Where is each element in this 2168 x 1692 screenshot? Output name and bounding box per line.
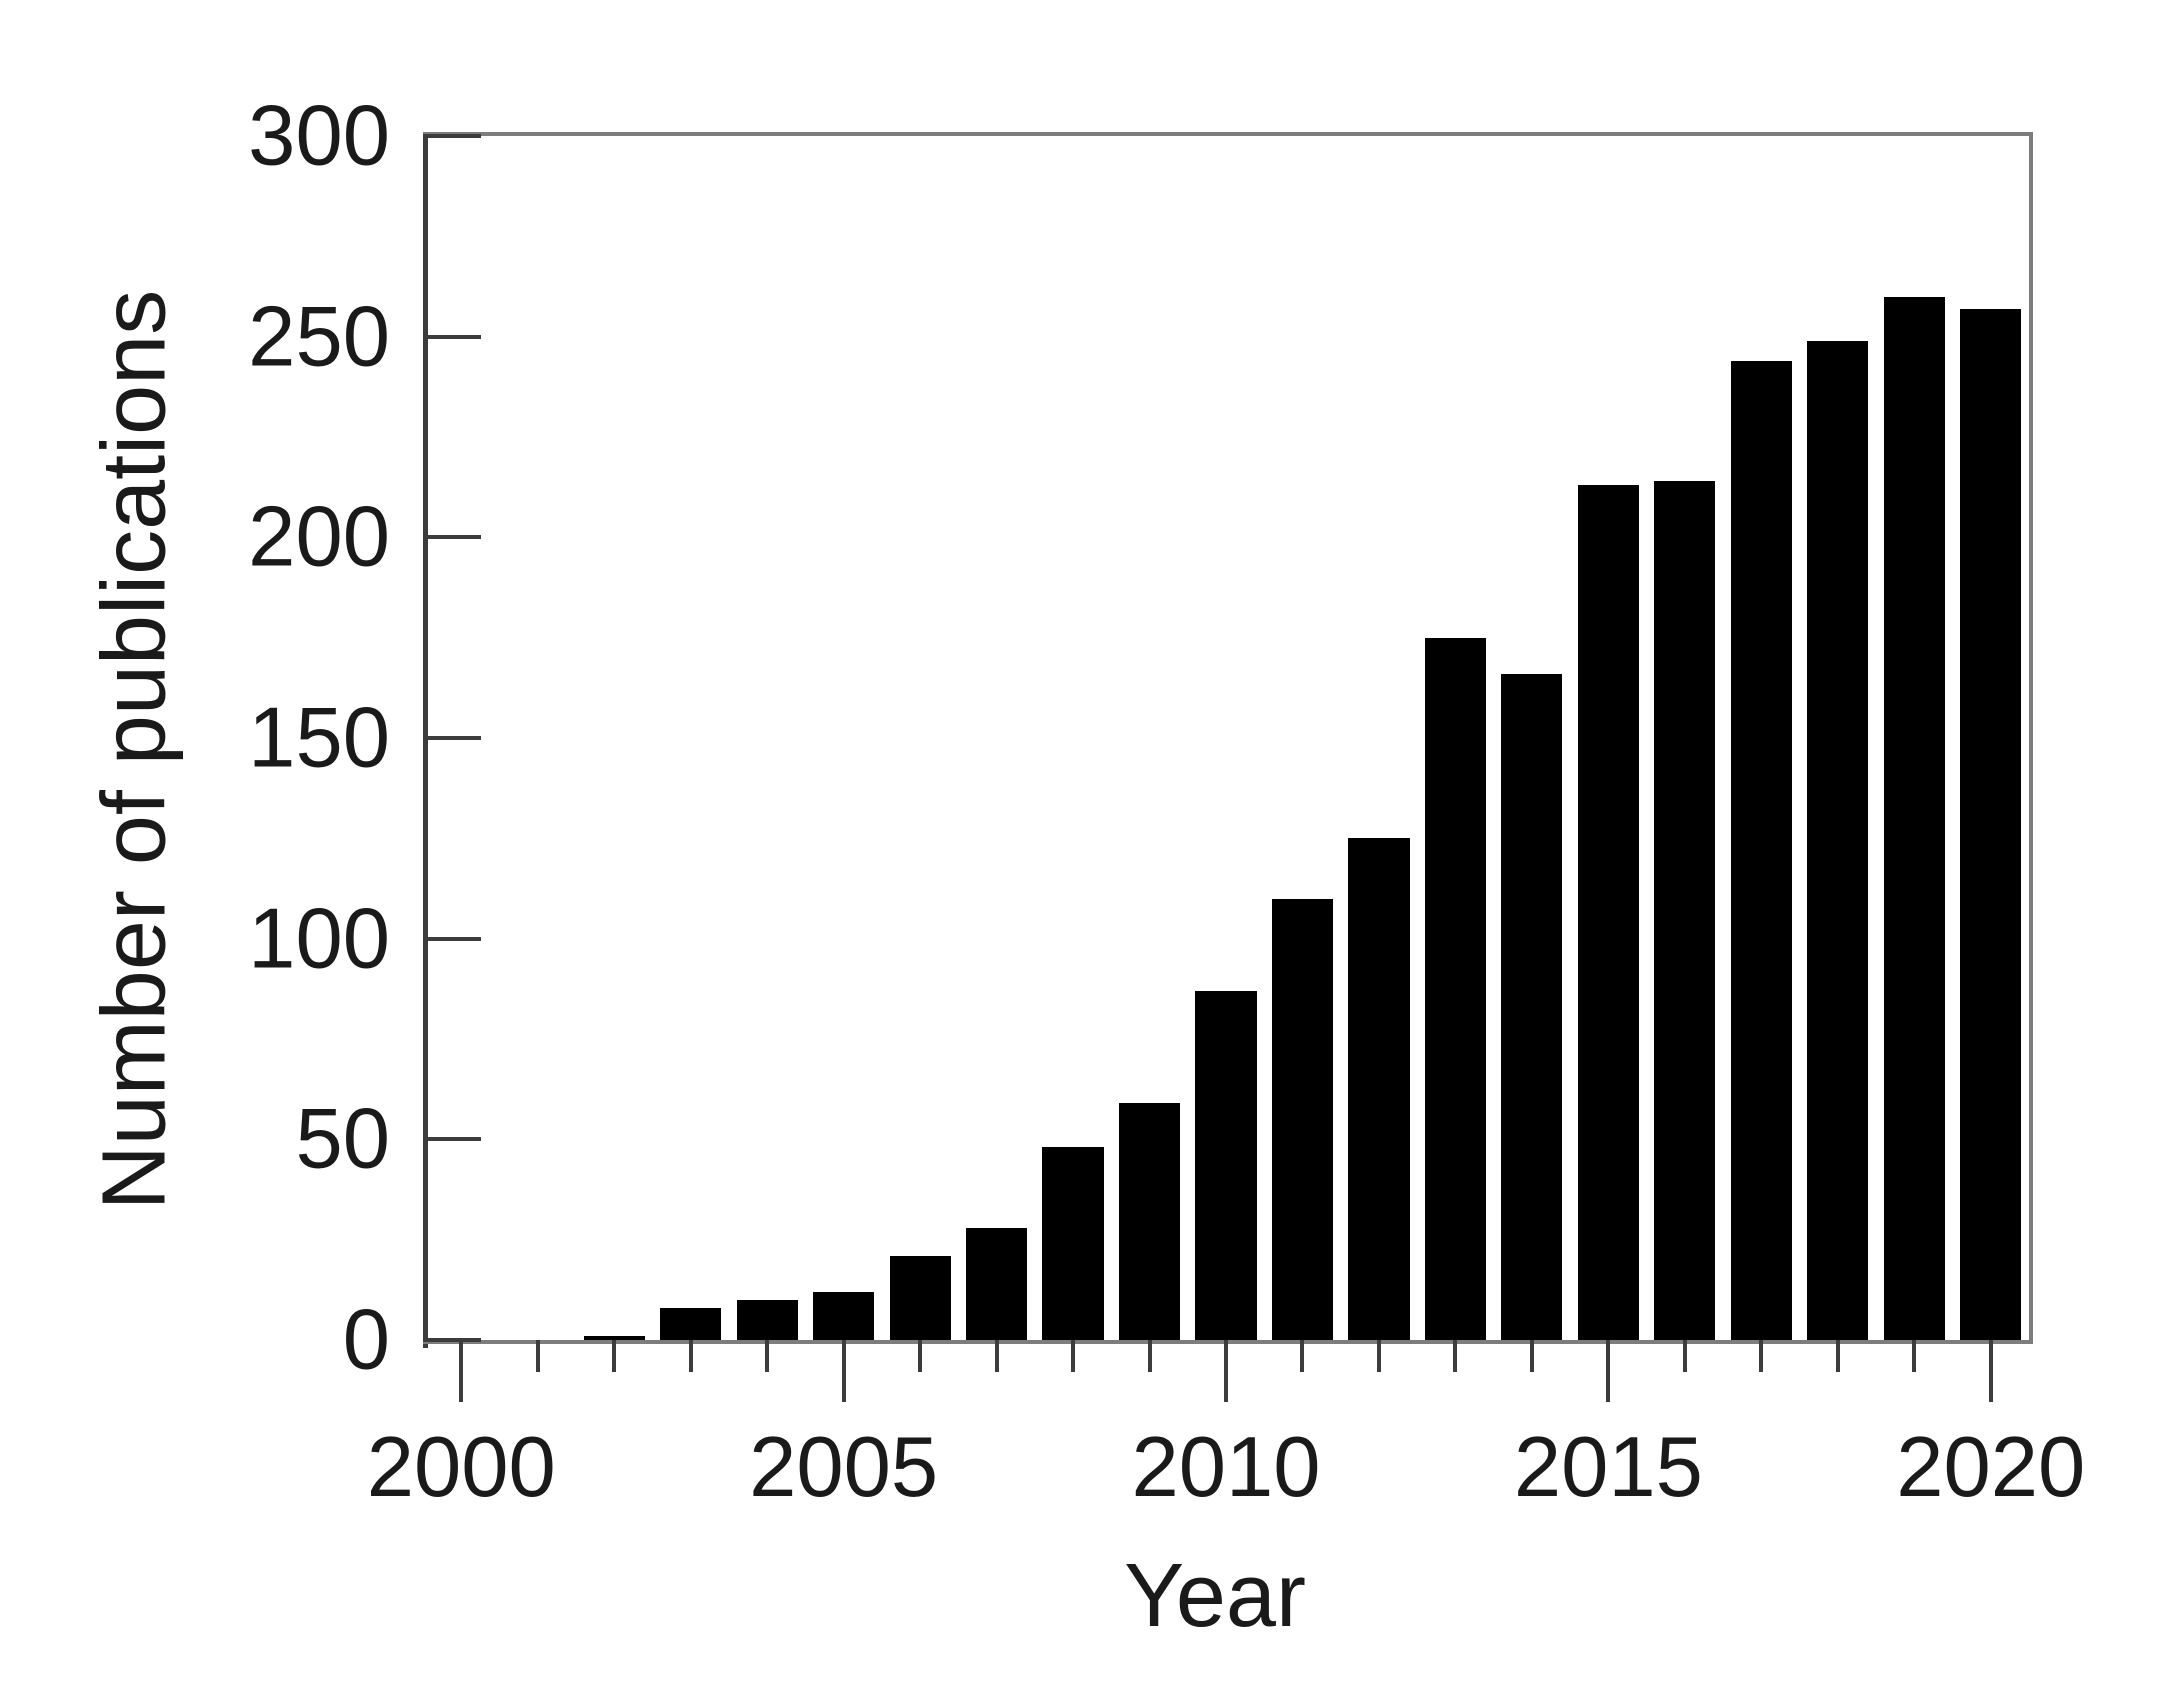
x-tick-2011 <box>1300 1340 1305 1372</box>
bar-2006 <box>889 1255 951 1340</box>
x-tick-2006 <box>918 1340 923 1372</box>
bar-2005 <box>813 1291 875 1340</box>
y-tick-50 <box>423 1137 481 1142</box>
y-tick-0 <box>423 1338 481 1342</box>
plot-frame-top <box>423 132 2029 136</box>
x-tick-2015 <box>1606 1340 1611 1402</box>
x-tick-2003 <box>688 1340 693 1372</box>
x-tick-2010 <box>1224 1340 1228 1402</box>
x-tick-label-2020: 2020 <box>1896 1420 2086 1515</box>
y-tick-label-200: 200 <box>248 489 390 585</box>
x-tick-2009 <box>1147 1340 1152 1372</box>
y-tick-label-100: 100 <box>248 891 390 987</box>
bar-2002 <box>583 1336 645 1340</box>
y-axis-title: Number of publications <box>84 289 185 1211</box>
bar-2003 <box>660 1307 722 1340</box>
x-tick-label-2010: 2010 <box>1131 1420 1321 1515</box>
plot-frame-right <box>2029 132 2033 1344</box>
bar-2017 <box>1730 360 1792 1340</box>
bar-2018 <box>1807 340 1869 1340</box>
y-tick-label-0: 0 <box>342 1292 390 1388</box>
x-tick-2014 <box>1529 1340 1534 1372</box>
x-tick-2019 <box>1912 1340 1917 1372</box>
x-tick-2007 <box>994 1340 999 1372</box>
y-tick-label-250: 250 <box>248 289 390 385</box>
y-tick-label-50: 50 <box>295 1091 390 1187</box>
x-tick-2017 <box>1759 1340 1764 1372</box>
y-tick-label-150: 150 <box>248 690 390 786</box>
x-tick-2020 <box>1988 1340 1993 1402</box>
bar-2010 <box>1195 990 1257 1340</box>
bar-2019 <box>1883 296 1945 1340</box>
x-tick-label-2000: 2000 <box>366 1420 556 1515</box>
bar-2007 <box>965 1227 1028 1340</box>
x-tick-2005 <box>841 1340 846 1402</box>
bar-2012 <box>1348 838 1410 1340</box>
bar-2009 <box>1118 1103 1181 1340</box>
x-tick-2012 <box>1376 1340 1381 1372</box>
y-tick-300 <box>423 134 481 138</box>
y-tick-250 <box>423 334 481 339</box>
x-axis-title: Year <box>1124 1546 1306 1646</box>
x-tick-label-2005: 2005 <box>749 1420 939 1515</box>
x-tick-2018 <box>1835 1340 1840 1372</box>
plot-area <box>423 132 2033 1348</box>
bar-2013 <box>1424 637 1486 1340</box>
y-tick-label-300: 300 <box>248 88 390 184</box>
x-tick-2004 <box>765 1340 770 1372</box>
x-tick-2016 <box>1682 1340 1687 1372</box>
x-tick-2001 <box>535 1340 540 1372</box>
y-axis-line <box>423 136 428 1348</box>
bar-2016 <box>1654 481 1716 1340</box>
y-tick-150 <box>423 736 481 740</box>
x-tick-2002 <box>612 1340 617 1372</box>
bar-2015 <box>1577 485 1639 1340</box>
bar-2014 <box>1501 673 1563 1340</box>
bar-2004 <box>736 1299 798 1340</box>
x-tick-2008 <box>1071 1340 1076 1372</box>
x-tick-2013 <box>1453 1340 1458 1372</box>
x-tick-label-2015: 2015 <box>1513 1420 1703 1515</box>
x-tick-2000 <box>459 1340 464 1402</box>
y-tick-200 <box>423 535 481 540</box>
bar-2020 <box>1960 308 2022 1340</box>
y-tick-100 <box>423 936 481 941</box>
bar-2011 <box>1271 898 1334 1340</box>
bar-2008 <box>1042 1147 1104 1340</box>
